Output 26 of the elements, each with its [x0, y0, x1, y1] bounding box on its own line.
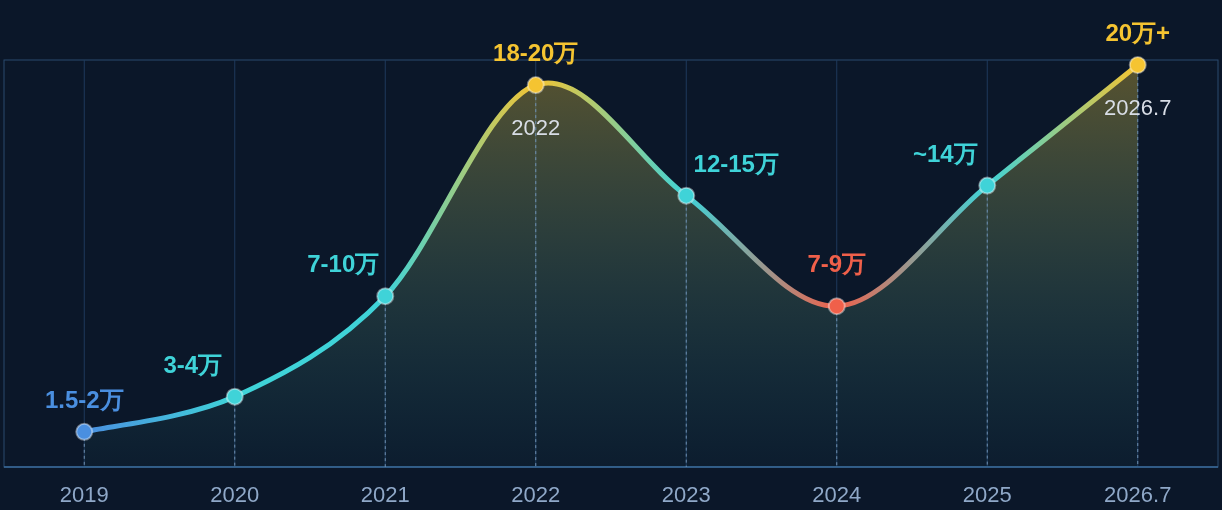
data-label: 18-20万	[493, 39, 579, 67]
x-tick-label: 2020	[210, 482, 260, 507]
data-label: 7-10万	[307, 250, 380, 278]
annotation: 2022	[511, 115, 561, 141]
annotation: 2026.7	[1104, 95, 1172, 120]
point	[225, 387, 244, 406]
point	[376, 287, 395, 306]
x-tick-label: 2023	[661, 482, 711, 507]
point	[827, 297, 846, 316]
x-tick-label: 2025	[962, 482, 1012, 507]
x-tick-label: 2024	[812, 482, 862, 507]
point	[526, 76, 545, 95]
data-label: 3-4万	[163, 350, 223, 378]
data-label: 20万+	[1105, 19, 1171, 46]
data-label: 12-15万	[693, 149, 779, 177]
point	[677, 186, 696, 205]
data-label: ~14万	[912, 139, 978, 167]
data-label: 1.5-2万	[44, 385, 124, 413]
point	[978, 176, 997, 195]
x-tick-label: 2019	[59, 482, 109, 507]
x-tick-label: 2022	[511, 482, 561, 507]
point	[1128, 56, 1147, 74]
x-tick-label: 2021	[360, 482, 410, 507]
point	[75, 422, 94, 441]
x-tick-label: 2026.7	[1104, 482, 1172, 507]
data-label: 7-9万	[807, 250, 867, 278]
